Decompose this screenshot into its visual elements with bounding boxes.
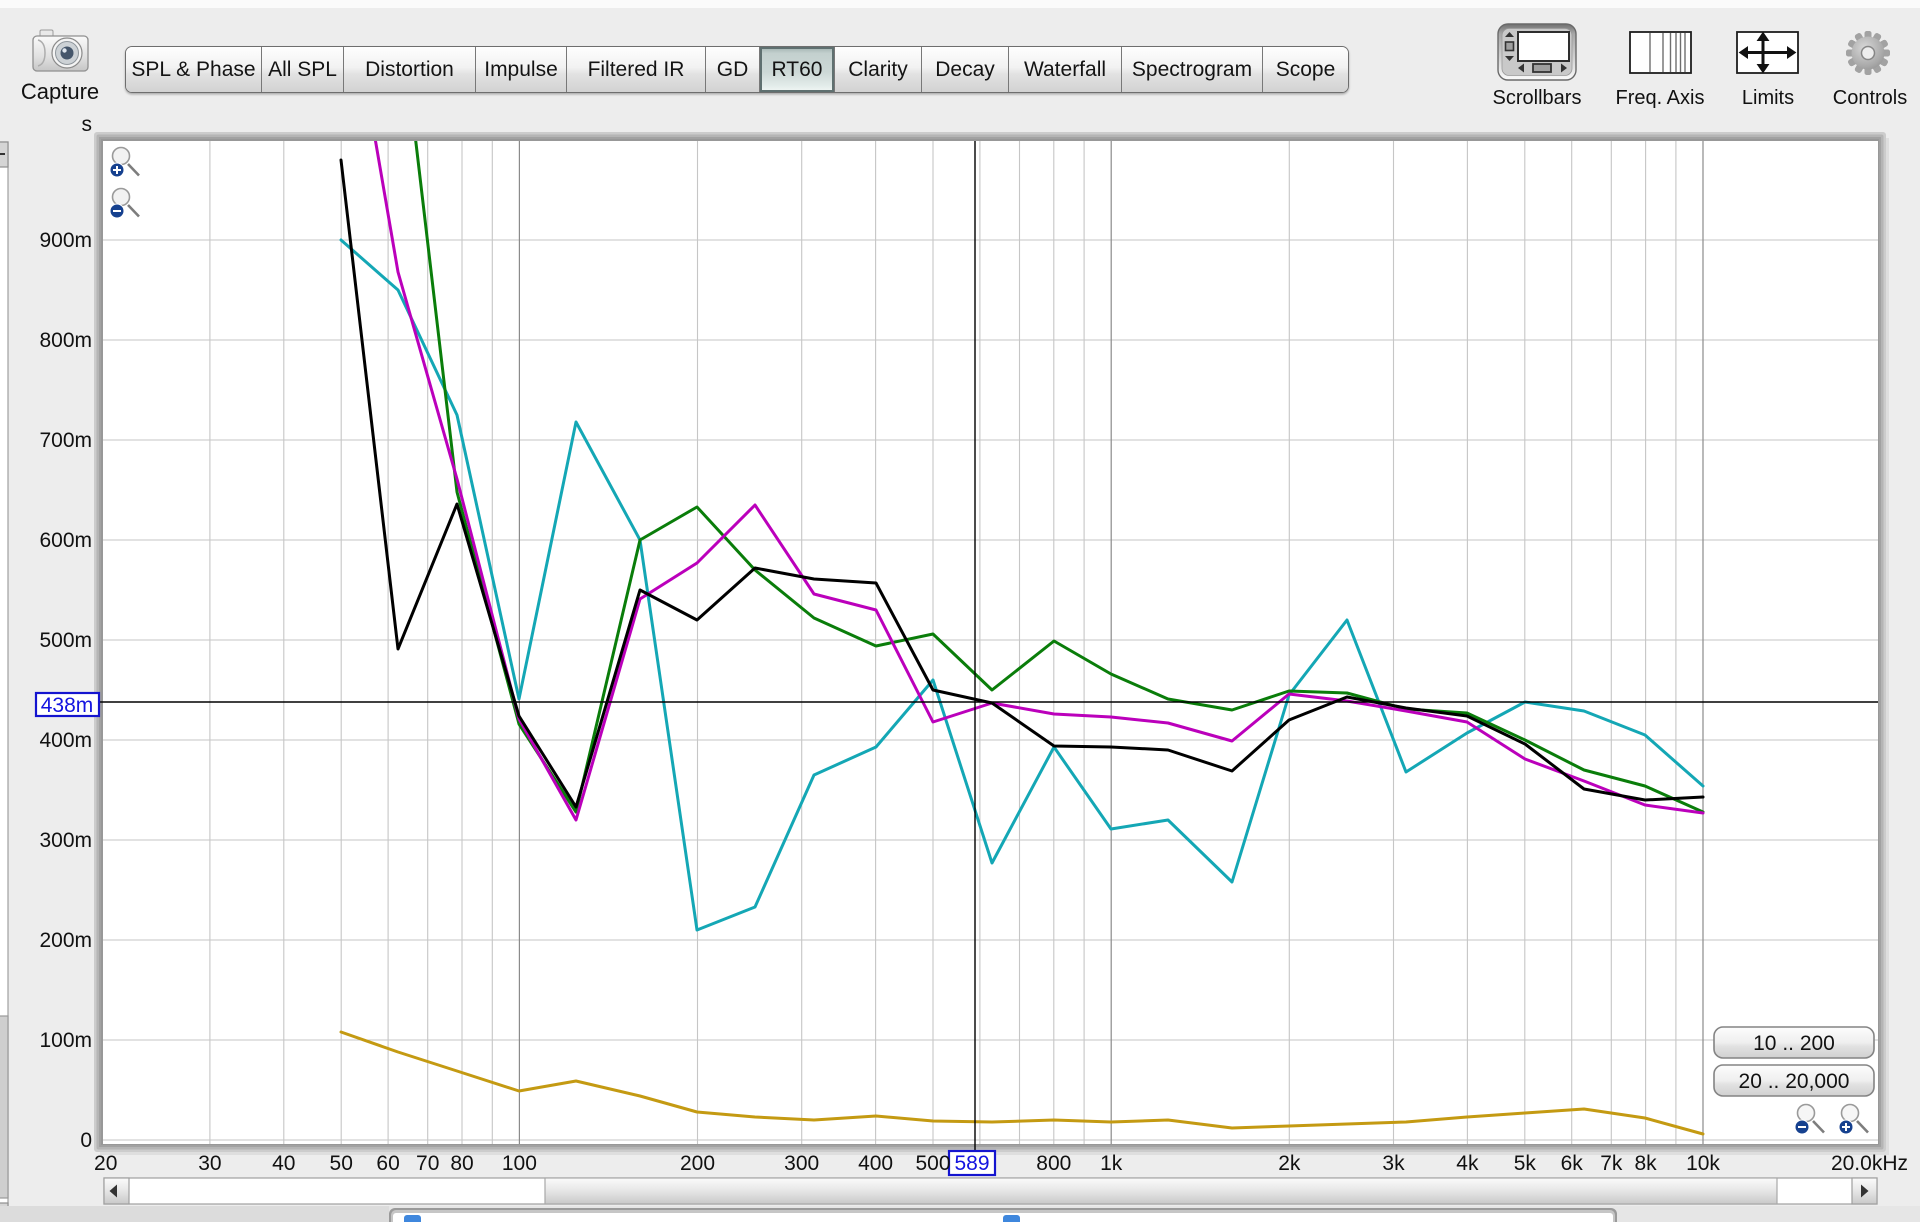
svg-text:8k: 8k bbox=[1635, 1152, 1658, 1175]
svg-text:900m: 900m bbox=[39, 229, 92, 252]
svg-text:500: 500 bbox=[915, 1152, 950, 1175]
svg-text:200: 200 bbox=[680, 1152, 715, 1175]
svg-text:300m: 300m bbox=[39, 829, 92, 852]
svg-text:20.0kHz: 20.0kHz bbox=[1831, 1152, 1908, 1175]
svg-text:1k: 1k bbox=[1100, 1152, 1123, 1175]
svg-text:10k: 10k bbox=[1686, 1152, 1720, 1175]
svg-text:70: 70 bbox=[416, 1152, 439, 1175]
svg-text:400: 400 bbox=[858, 1152, 893, 1175]
svg-text:3k: 3k bbox=[1382, 1152, 1405, 1175]
svg-text:20: 20 bbox=[94, 1152, 117, 1175]
svg-text:400m: 400m bbox=[39, 729, 92, 752]
svg-text:5k: 5k bbox=[1514, 1152, 1537, 1175]
svg-text:20 .. 20,000: 20 .. 20,000 bbox=[1739, 1070, 1850, 1093]
svg-text:500m: 500m bbox=[39, 629, 92, 652]
svg-text:80: 80 bbox=[450, 1152, 473, 1175]
svg-text:200m: 200m bbox=[39, 929, 92, 952]
svg-text:600m: 600m bbox=[39, 529, 92, 552]
svg-text:30: 30 bbox=[198, 1152, 221, 1175]
svg-text:300: 300 bbox=[784, 1152, 819, 1175]
svg-text:2k: 2k bbox=[1278, 1152, 1301, 1175]
svg-text:50: 50 bbox=[330, 1152, 353, 1175]
svg-text:60: 60 bbox=[376, 1152, 399, 1175]
svg-text:40: 40 bbox=[272, 1152, 295, 1175]
svg-text:100m: 100m bbox=[39, 1029, 92, 1052]
svg-text:7k: 7k bbox=[1600, 1152, 1623, 1175]
svg-text:100: 100 bbox=[502, 1152, 537, 1175]
svg-text:4k: 4k bbox=[1456, 1152, 1479, 1175]
svg-text:10 .. 200: 10 .. 200 bbox=[1753, 1032, 1835, 1055]
svg-text:800: 800 bbox=[1036, 1152, 1071, 1175]
svg-text:700m: 700m bbox=[39, 429, 92, 452]
svg-text:s: s bbox=[82, 113, 93, 136]
svg-text:6k: 6k bbox=[1561, 1152, 1584, 1175]
svg-text:438m: 438m bbox=[41, 694, 94, 717]
svg-text:0: 0 bbox=[80, 1129, 92, 1152]
svg-text:800m: 800m bbox=[39, 329, 92, 352]
svg-text:589: 589 bbox=[954, 1152, 989, 1175]
